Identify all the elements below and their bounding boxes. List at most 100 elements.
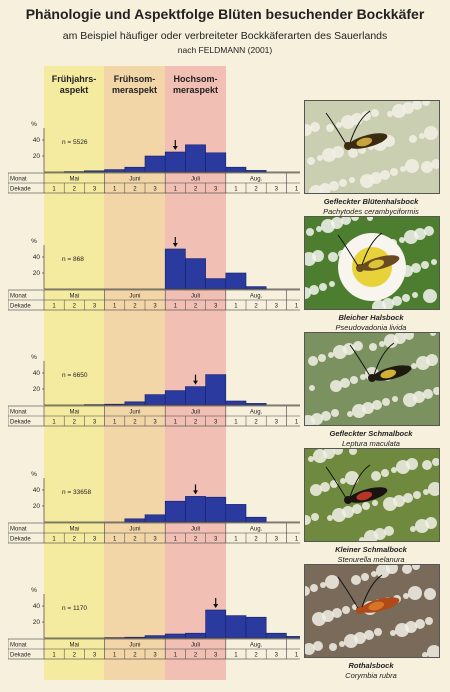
decade-label-10: 1: [234, 420, 238, 426]
y-tick-label-40: 40: [33, 137, 41, 144]
flower-blossom: [333, 345, 347, 359]
sample-size-label: n = 1170: [62, 605, 87, 612]
species-latin-name-1: Pachytodes cerambyciformis: [323, 207, 419, 216]
flower-blossom: [305, 124, 312, 136]
axis-table: [8, 172, 300, 194]
flower-blossom: [359, 537, 365, 541]
bar-7: [164, 248, 186, 290]
flower-blossom: [433, 387, 439, 395]
flower-blossom: [307, 157, 315, 165]
flower-blossom: [320, 582, 326, 588]
decade-label-11: 2: [254, 187, 258, 193]
flower-blossom: [310, 122, 320, 132]
flower-blossom: [313, 641, 323, 651]
flower-blossom: [371, 571, 377, 577]
flower-blossom: [381, 469, 389, 477]
species-photo-5: [304, 564, 440, 658]
flower-blossom: [313, 449, 327, 463]
flower-blossom: [305, 415, 315, 425]
flower-blossom: [431, 159, 439, 169]
aspect-label-high-summer: Hochsom- meraspekt: [165, 74, 226, 96]
month-label-3: Juli: [191, 527, 200, 533]
flower-blossom: [326, 124, 334, 132]
species-latin-name-5: Corymbia rubra: [345, 671, 397, 680]
flower-blossom: [309, 285, 319, 295]
bar-5: [124, 401, 146, 406]
decade-label-4: 1: [113, 420, 117, 426]
flower-blossom: [372, 500, 378, 506]
decade-row-label: Dekade: [10, 187, 31, 193]
beetle-antenna-left: [337, 576, 359, 609]
bar-10: [225, 615, 247, 639]
flower-blossom: [423, 489, 429, 495]
beetle-antenna-right: [349, 464, 371, 498]
flower-blossom: [415, 519, 429, 533]
flower-blossom: [331, 409, 339, 417]
y-tick-label-40: 40: [33, 603, 41, 610]
month-row-label: Monat: [10, 177, 27, 183]
decade-label-9: 3: [214, 187, 218, 193]
flower-blossom: [415, 619, 425, 629]
decade-label-1: 1: [52, 653, 56, 659]
flower-blossom: [412, 101, 422, 110]
axis-table: [8, 405, 300, 427]
y-tick-label-40: 40: [33, 254, 41, 261]
sample-size-label: n = 868: [62, 256, 84, 263]
y-tick-label-20: 20: [33, 619, 41, 626]
month-label-4: Aug.: [250, 527, 263, 533]
bar-5: [124, 518, 146, 523]
decade-row-label: Dekade: [10, 304, 31, 310]
peak-arrow-head: [193, 490, 198, 495]
beetle-marking: [356, 491, 373, 501]
bar-7: [164, 151, 186, 173]
decade-label-3: 3: [93, 420, 97, 426]
flower-blossom: [339, 641, 345, 647]
flower-blossom: [349, 449, 357, 455]
month-row-label: Monat: [10, 410, 27, 416]
aspect-label-early-summer: Frühsom- meraspekt: [104, 74, 165, 96]
flower-blossom: [348, 148, 358, 158]
decade-label-12: 3: [275, 420, 279, 426]
decade-row-label: Dekade: [10, 653, 31, 659]
flower-blossom: [371, 471, 381, 481]
month-label-3: Juli: [191, 410, 200, 416]
flower-blossom: [305, 643, 315, 655]
bar-9: [205, 278, 227, 290]
decade-label-7: 1: [174, 653, 178, 659]
decade-label-9: 3: [214, 537, 218, 543]
flower-blossom: [412, 292, 418, 298]
decade-row-label: Dekade: [10, 537, 31, 543]
flower-blossom: [332, 508, 346, 522]
species-latin-name-4: Stenurella melanura: [337, 555, 405, 564]
month-row-label: Monat: [10, 294, 27, 300]
bar-10: [225, 504, 247, 523]
flower-blossom: [369, 343, 377, 351]
decade-label-7: 1: [174, 304, 178, 310]
flower-blossom: [367, 217, 373, 221]
flower-blossom: [320, 482, 330, 492]
decade-label-8: 2: [194, 420, 198, 426]
page-title: Phänologie und Aspektfolge Blüten besuch…: [25, 6, 425, 22]
flower-blossom: [306, 228, 314, 236]
decade-label-5: 2: [133, 653, 137, 659]
flower-blossom: [422, 460, 432, 470]
flower-blossom: [413, 491, 421, 499]
flower-blossom: [404, 333, 414, 340]
decade-label-6: 3: [153, 187, 157, 193]
flower-blossom: [364, 530, 378, 541]
decade-label-7: 1: [174, 537, 178, 543]
sample-size-label: n = 33658: [62, 489, 91, 496]
decade-label-13: 1: [295, 304, 299, 310]
species-common-name-3: Gefleckter Schmalbock: [329, 429, 413, 438]
aspect-band-spring: [44, 66, 104, 680]
decade-label-13: 1: [295, 420, 299, 426]
flower-blossom: [430, 333, 436, 336]
flower-blossom: [403, 493, 413, 503]
decade-label-2: 2: [73, 537, 77, 543]
decade-label-9: 3: [214, 653, 218, 659]
decade-label-10: 1: [234, 653, 238, 659]
month-label-4: Aug.: [250, 294, 263, 300]
